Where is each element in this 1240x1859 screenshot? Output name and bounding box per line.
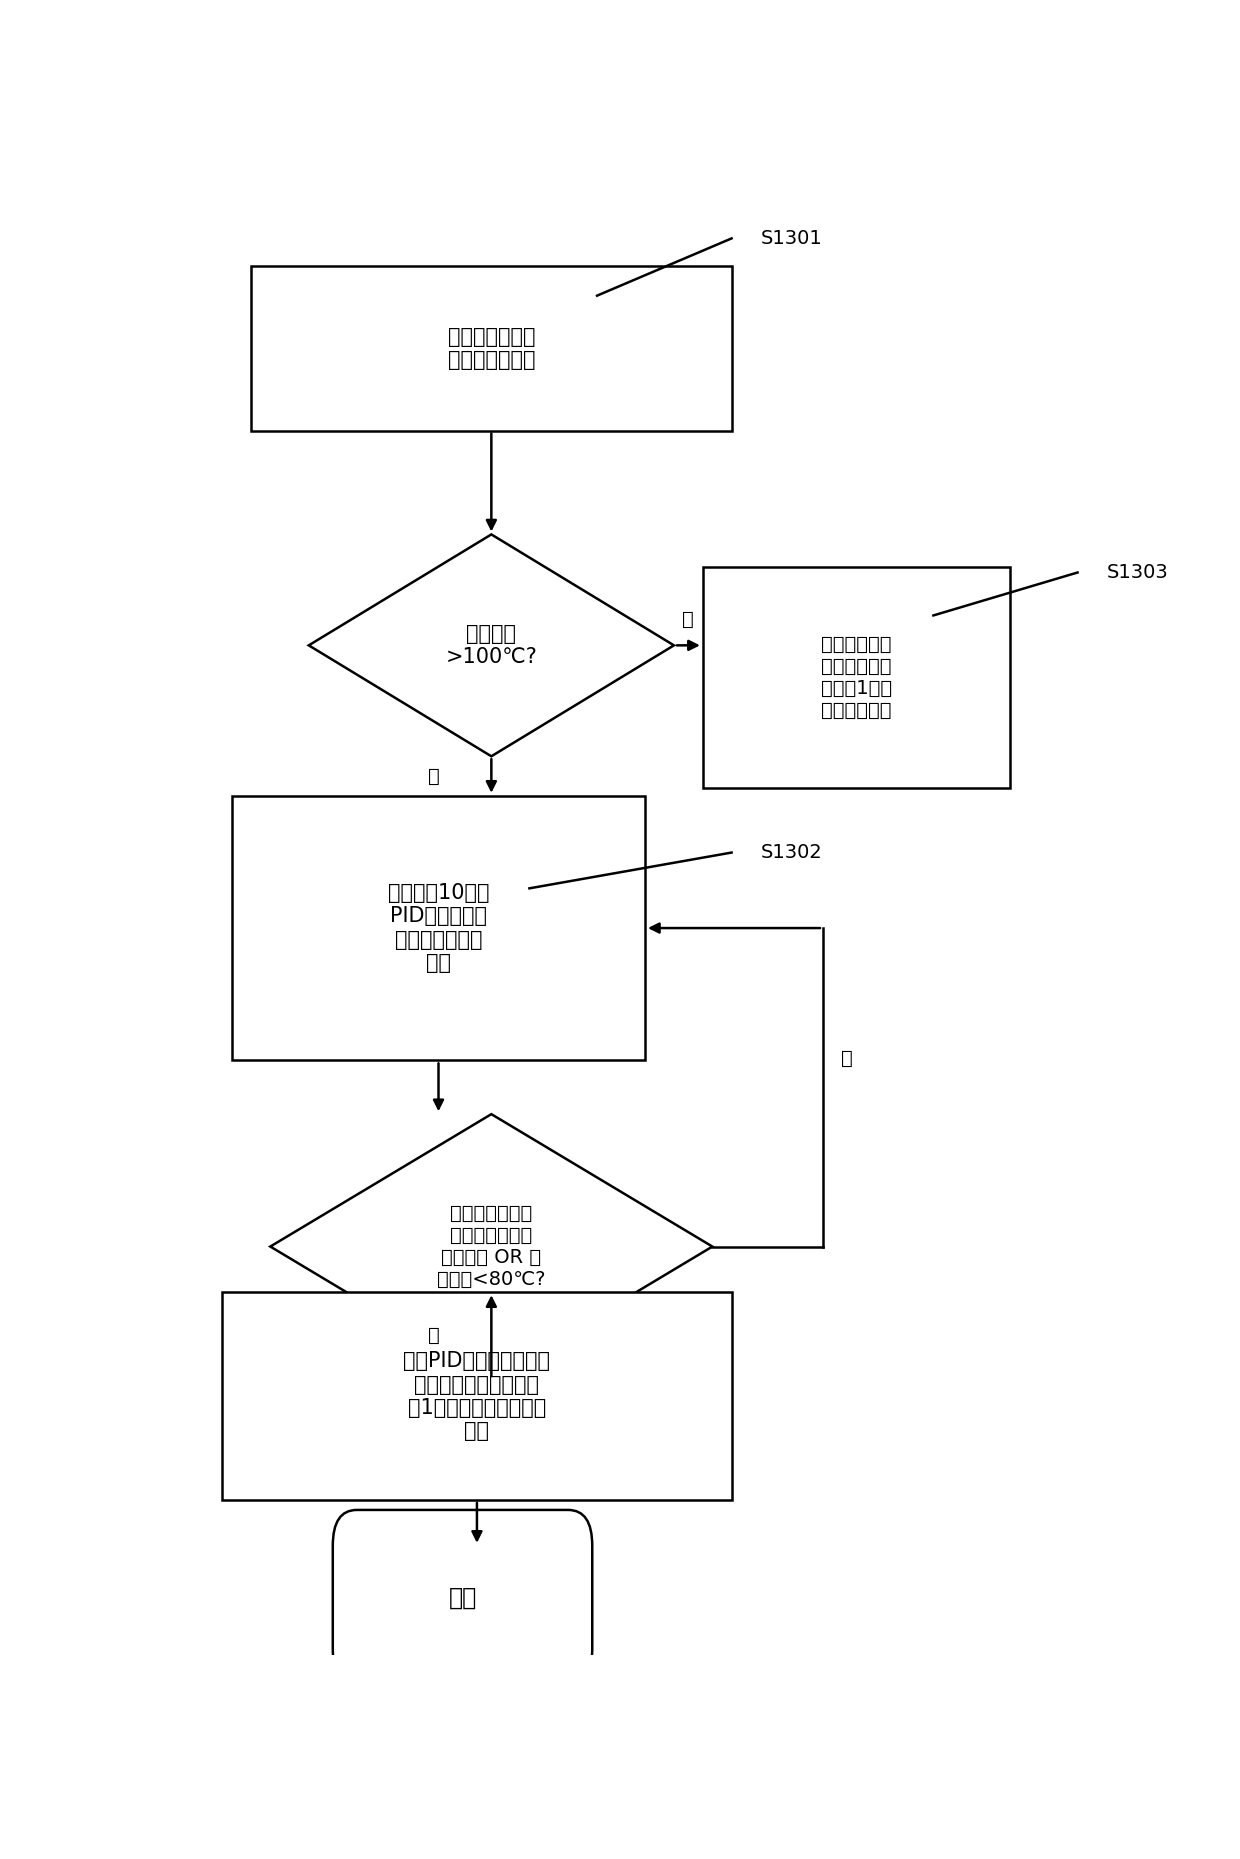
FancyBboxPatch shape xyxy=(250,266,732,431)
FancyBboxPatch shape xyxy=(332,1510,593,1684)
Text: 由周期为10秒的
PID控制来开大
主电子膨胀阀的
开度: 由周期为10秒的 PID控制来开大 主电子膨胀阀的 开度 xyxy=(388,883,490,972)
Text: 检测排气温度、
环境温度及水温: 检测排气温度、 环境温度及水温 xyxy=(448,327,536,370)
Text: 根据当前环境
温度、当前水
温及表1调节
主电子膨胀阀: 根据当前环境 温度、当前水 温及表1调节 主电子膨胀阀 xyxy=(821,636,892,719)
Text: 是: 是 xyxy=(428,1325,439,1346)
Text: 否: 否 xyxy=(682,610,694,628)
Polygon shape xyxy=(309,534,675,757)
Text: 排气温度
>100℃?: 排气温度 >100℃? xyxy=(445,625,537,667)
Text: S1302: S1302 xyxy=(760,842,822,863)
Text: 是: 是 xyxy=(428,766,439,786)
Text: S1301: S1301 xyxy=(760,229,822,247)
Polygon shape xyxy=(270,1114,712,1379)
Text: 环境温度、水温
变化导致定开度
切换区间 OR 排
气温度<80℃?: 环境温度、水温 变化导致定开度 切换区间 OR 排 气温度<80℃? xyxy=(436,1205,546,1288)
Text: 否: 否 xyxy=(841,1048,853,1069)
FancyBboxPatch shape xyxy=(222,1292,732,1500)
Text: S1303: S1303 xyxy=(1106,563,1168,582)
Text: 结束: 结束 xyxy=(449,1586,476,1610)
Text: 退出PID控制，根据当前
环境温度、当前水温及
表1调节主电子膨胀阀的
开度: 退出PID控制，根据当前 环境温度、当前水温及 表1调节主电子膨胀阀的 开度 xyxy=(403,1351,551,1441)
FancyBboxPatch shape xyxy=(703,567,1011,788)
FancyBboxPatch shape xyxy=(232,796,645,1060)
